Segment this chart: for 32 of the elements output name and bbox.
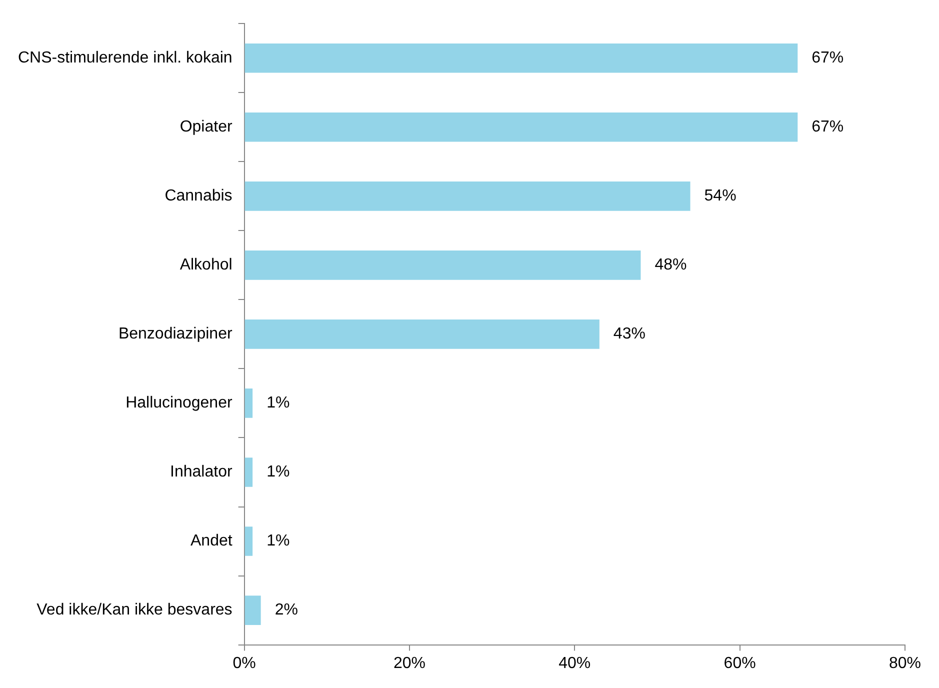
data-label: 43% <box>613 326 646 343</box>
bar <box>244 458 253 487</box>
bar <box>244 320 600 349</box>
x-tick-label: 40% <box>558 654 591 672</box>
x-tick-label: 60% <box>724 654 756 672</box>
x-tick-label: 80% <box>888 654 922 672</box>
bar <box>244 596 261 625</box>
y-tick-label: Benzodiazipiner <box>118 326 233 343</box>
y-tick-label: CNS-stimulerende inkl. kokain <box>18 50 232 67</box>
y-tick-label: Hallucinogener <box>126 394 233 412</box>
data-label: 54% <box>704 188 736 205</box>
data-label: 1% <box>266 394 290 412</box>
y-tick-label: Inhalator <box>170 464 233 481</box>
y-tick-label: Cannabis <box>164 188 232 205</box>
y-tick-label: Ved ikke/Kan ikke besvares <box>36 602 232 619</box>
data-label: 67% <box>812 118 844 136</box>
data-label: 1% <box>266 464 290 481</box>
y-tick-label: Andet <box>190 532 233 550</box>
bar <box>244 181 690 211</box>
data-label: 48% <box>654 256 687 274</box>
y-tick-label: Alkohol <box>180 256 232 274</box>
bar <box>244 112 798 142</box>
bar <box>244 250 641 280</box>
data-label: 2% <box>274 602 298 619</box>
x-tick-label: 20% <box>393 654 426 672</box>
bar <box>244 388 253 418</box>
x-tick-label: 0% <box>232 654 256 672</box>
bar <box>244 43 798 73</box>
data-label: 67% <box>812 50 844 67</box>
y-tick-label: Opiater <box>180 118 233 136</box>
data-label: 1% <box>266 532 290 550</box>
bar <box>244 526 253 556</box>
